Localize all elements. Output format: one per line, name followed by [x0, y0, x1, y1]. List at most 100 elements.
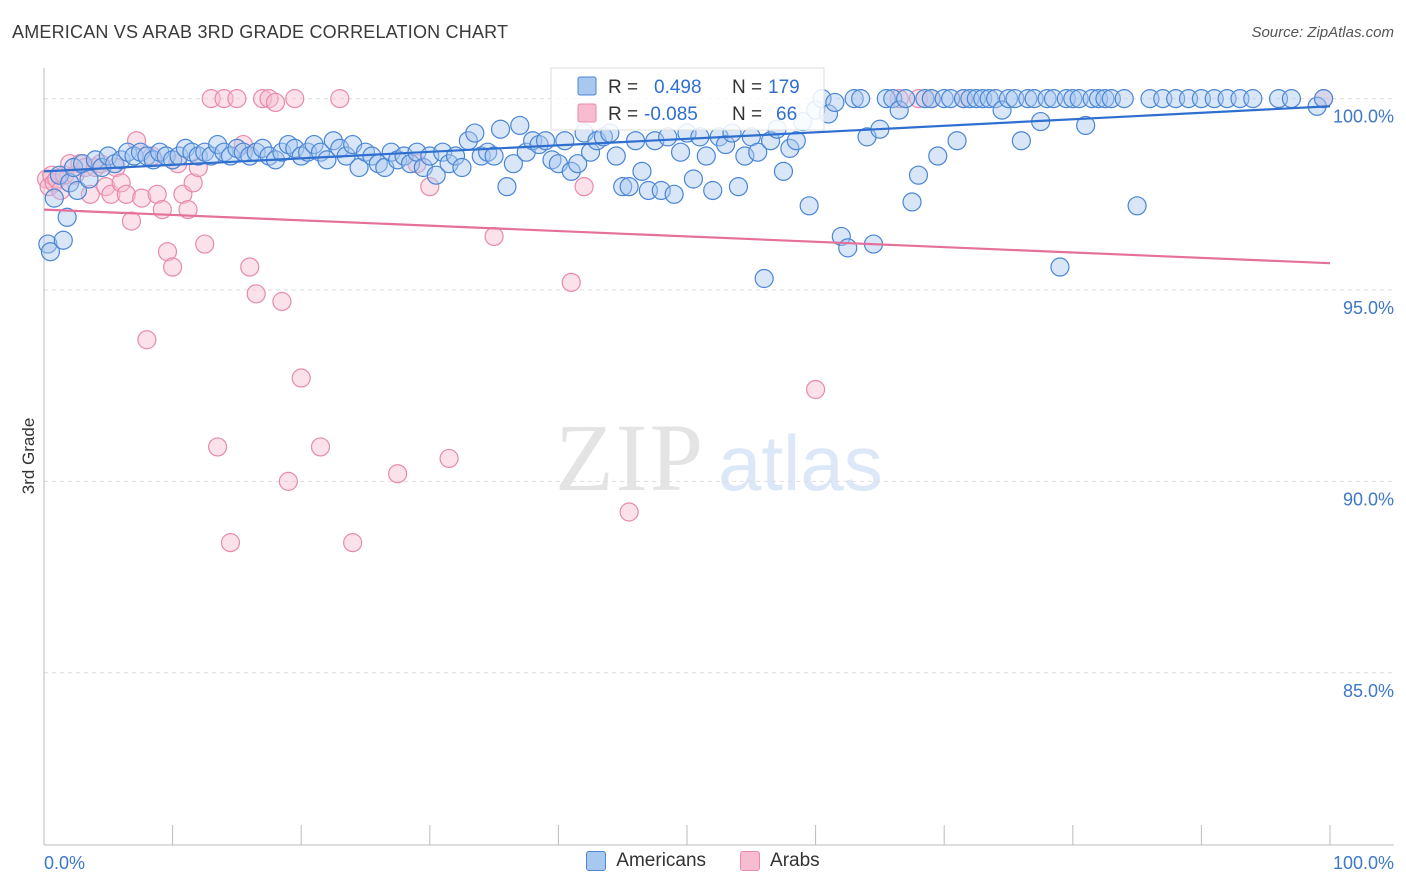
legend-label-americans: Americans	[616, 850, 707, 871]
american-point-171	[1127, 196, 1147, 216]
arab-point-41	[246, 284, 266, 304]
american-point-40	[272, 142, 292, 162]
american-point-107	[703, 180, 723, 201]
american-point-20	[143, 150, 163, 170]
american-point-100	[658, 127, 678, 147]
american-point-150	[979, 89, 999, 109]
arab-point-33	[195, 234, 215, 254]
y-tick-label-85: 85.0%	[1343, 681, 1394, 701]
legend-item-americans[interactable]: Americans	[586, 850, 706, 872]
american-point-152	[992, 100, 1012, 120]
american-point-13	[98, 146, 118, 166]
y-tick-labels: 85.0% 90.0% 95.0% 100.0%	[1333, 107, 1394, 701]
arab-point-60	[805, 379, 826, 400]
stats-legend-box	[550, 67, 825, 131]
arab-point-19	[121, 211, 142, 231]
american-point-122	[799, 196, 819, 216]
american-point-85	[561, 161, 581, 181]
american-point-75	[497, 177, 517, 197]
american-point-68	[452, 157, 472, 178]
american-point-4	[53, 230, 73, 250]
chart-title: AMERICAN VS ARAB 3RD GRADE CORRELATION C…	[12, 22, 509, 42]
american-point-102	[670, 142, 691, 162]
american-point-163	[1063, 89, 1083, 109]
x-ticks	[172, 825, 1331, 845]
american-point-64	[426, 165, 446, 185]
y-tick-label-90: 90.0%	[1343, 489, 1394, 509]
american-point-59	[394, 146, 414, 166]
watermark: ZIP atlas	[555, 404, 883, 511]
arab-point-51	[343, 533, 363, 553]
american-point-114	[748, 142, 768, 162]
arab-point-18	[116, 184, 136, 204]
arab-n-value: 66	[776, 104, 797, 125]
arab-point-54	[420, 177, 440, 197]
american-point-170	[1114, 89, 1134, 109]
american-point-0	[38, 234, 58, 254]
arab-point-42	[253, 89, 273, 109]
arab-point-35	[208, 437, 228, 457]
arab-point-47	[285, 89, 305, 109]
arab-n-label: N =	[732, 104, 762, 125]
american-point-45	[304, 134, 324, 155]
american-point-8	[67, 180, 88, 201]
american-point-99	[651, 180, 671, 201]
arab-point-55	[439, 448, 459, 469]
arab-point-58	[574, 177, 594, 197]
series-legend: Americans Arabs	[0, 850, 1406, 872]
arab-point-27	[163, 257, 183, 277]
arab-point-11	[80, 184, 100, 204]
american-point-137	[896, 89, 916, 109]
american-point-128	[838, 238, 858, 258]
source-label: Source: ZipAtlas.com	[1251, 24, 1394, 41]
arab-trend-line	[43, 208, 1331, 265]
american-point-165	[1076, 115, 1096, 136]
american-point-77	[510, 115, 530, 136]
arab-point-38	[227, 89, 247, 109]
american-point-94	[619, 177, 639, 197]
legend-item-arabs[interactable]: Arabs	[740, 850, 820, 872]
american-point-29	[201, 146, 221, 166]
american-point-139	[908, 165, 929, 185]
arab-point-30	[178, 200, 198, 220]
american-point-42	[285, 138, 305, 158]
american-point-115	[754, 268, 774, 289]
american-point-32	[220, 146, 241, 166]
american-point-15	[111, 150, 131, 170]
american-point-111	[728, 177, 749, 197]
american-point-104	[683, 169, 704, 189]
american-point-180	[1243, 89, 1263, 109]
american-point-101	[664, 184, 684, 204]
x-tick-label-max: 100.0%	[1333, 853, 1394, 873]
arab-legend-swatch	[577, 103, 597, 123]
american-point-76	[503, 154, 523, 174]
american-point-1	[40, 242, 61, 262]
american-point-130	[851, 89, 871, 109]
american-point-86	[568, 154, 588, 174]
american-point-93	[613, 177, 633, 197]
american-point-155	[1011, 131, 1031, 151]
american-point-112	[735, 146, 755, 166]
american-point-126	[825, 92, 845, 113]
arab-point-45	[272, 291, 292, 312]
american-point-140	[915, 89, 935, 109]
american-point-161	[1050, 257, 1070, 277]
american-point-134	[876, 89, 896, 109]
american-point-66	[439, 154, 459, 174]
arab-point-25	[152, 200, 172, 220]
american-point-136	[889, 100, 909, 120]
american-point-5	[57, 207, 77, 227]
arab-point-40	[240, 257, 260, 277]
american-point-109	[715, 134, 736, 155]
stats-legend: R = 0.498 N = 179 R = -0.085 N = 66	[550, 67, 825, 131]
american-r-label: R =	[608, 77, 638, 98]
americans-swatch	[586, 851, 607, 871]
axes	[43, 68, 1394, 846]
american-point-73	[484, 146, 504, 166]
y-tick-label-100: 100.0%	[1333, 107, 1394, 127]
american-point-74	[490, 119, 511, 139]
arab-point-24	[147, 184, 167, 204]
arab-point-37	[220, 533, 241, 553]
american-point-60	[400, 154, 421, 174]
american-point-84	[555, 131, 575, 151]
